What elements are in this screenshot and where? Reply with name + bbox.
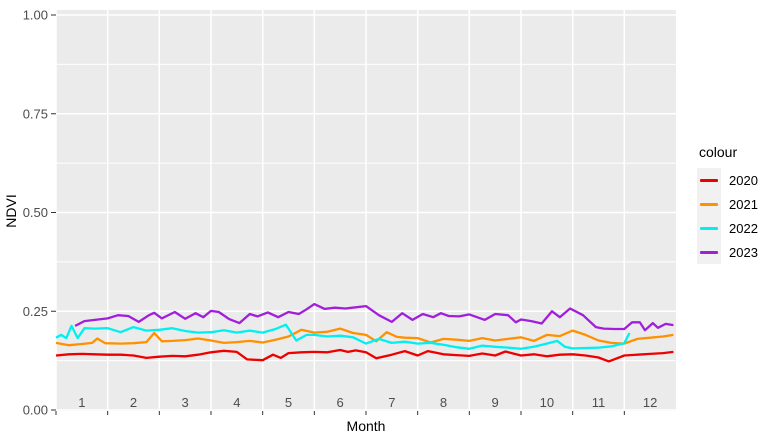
x-tick-label: 2 (130, 395, 137, 410)
legend-item-2023: 2023 (697, 240, 758, 264)
legend-item-label: 2022 (729, 220, 758, 236)
legend-key-swatch (697, 192, 721, 216)
x-tick-label: 9 (492, 395, 499, 410)
x-tick-label: 4 (233, 395, 240, 410)
legend-item-label: 2020 (729, 172, 758, 188)
y-tick-label: 0.50 (23, 205, 48, 220)
legend: colour 2020 2021 2022 2023 (697, 144, 758, 264)
legend-key-line-icon (700, 178, 718, 182)
legend-key-line-icon (700, 250, 718, 254)
legend-key-line-icon (700, 226, 718, 230)
x-tick-label: 1 (78, 395, 85, 410)
y-tick-label: 0.75 (23, 106, 48, 121)
x-tick-label: 6 (337, 395, 344, 410)
y-tick-label: 0.25 (23, 304, 48, 319)
series-line-2022 (55, 323, 631, 350)
legend-item-label: 2023 (729, 244, 758, 260)
x-tick-label: 10 (540, 395, 554, 410)
x-tick-label: 11 (592, 395, 606, 410)
legend-key-swatch (697, 168, 721, 192)
x-tick-label: 8 (440, 395, 447, 410)
x-axis-title: Month (346, 418, 386, 434)
y-axis-title: NDVI (3, 194, 19, 228)
legend-items: 2020 2021 2022 2023 (697, 168, 758, 264)
y-tick-label: 1.00 (23, 8, 48, 23)
x-tick-label: 7 (388, 395, 395, 410)
legend-item-2021: 2021 (697, 192, 758, 216)
x-tick-label: 5 (285, 395, 292, 410)
y-tick-label: 0.00 (23, 403, 48, 418)
legend-key-line-icon (700, 202, 718, 206)
series-line-2021 (55, 327, 674, 347)
x-tick-label: 3 (182, 395, 189, 410)
legend-title: colour (699, 144, 738, 160)
legend-key-swatch (697, 240, 721, 264)
legend-item-2022: 2022 (697, 216, 758, 240)
x-tick-label: 12 (643, 395, 657, 410)
legend-item-2020: 2020 (697, 168, 758, 192)
series-line-2020 (55, 348, 674, 363)
legend-key-swatch (697, 216, 721, 240)
series-line-2023 (74, 302, 674, 332)
legend-item-label: 2021 (729, 196, 758, 212)
